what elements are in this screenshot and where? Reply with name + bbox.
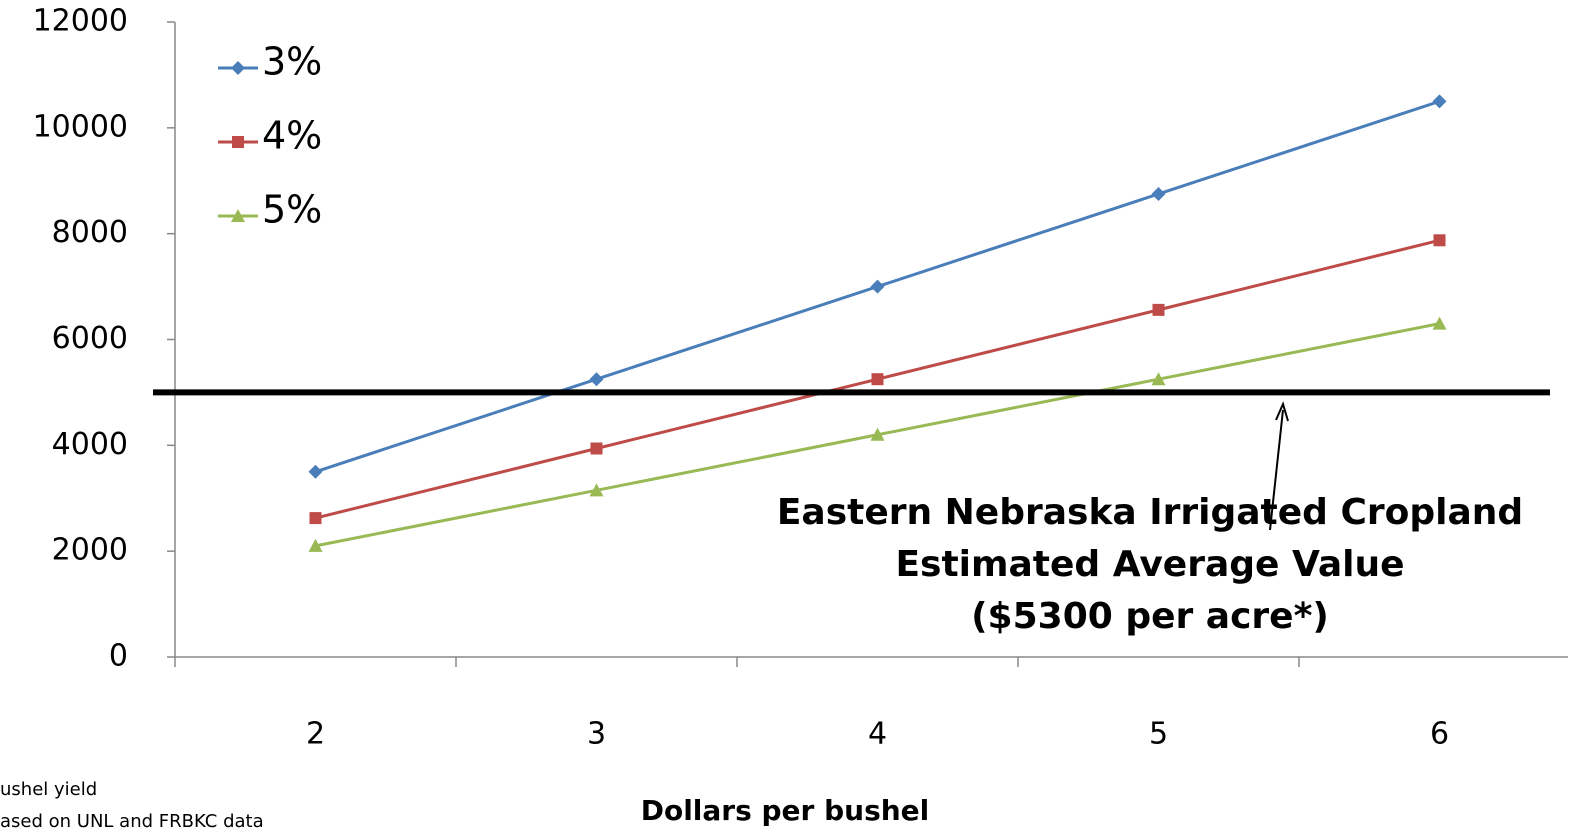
marker <box>1151 372 1166 386</box>
annotation: Eastern Nebraska Irrigated Cropland <box>777 492 1523 533</box>
marker <box>871 373 884 386</box>
legend-label: 5% <box>262 188 322 232</box>
marker <box>308 538 323 552</box>
arrow <box>1269 409 1284 531</box>
marker <box>231 209 245 222</box>
y-tick-label: 6000 <box>52 321 128 356</box>
x-axis-label: Dollars per bushel <box>641 794 930 827</box>
x-tick-label: 6 <box>1430 717 1449 752</box>
marker <box>232 136 244 148</box>
marker <box>1432 94 1447 109</box>
x-tick-label: 3 <box>587 717 606 752</box>
y-tick-label: 10000 <box>33 109 128 144</box>
marker <box>231 61 245 75</box>
marker <box>870 279 885 294</box>
marker <box>1432 316 1447 330</box>
marker <box>589 483 604 497</box>
legend-label: 4% <box>262 114 322 158</box>
annotation: ($5300 per acre*) <box>971 596 1329 637</box>
marker <box>870 427 885 441</box>
y-tick-label: 4000 <box>52 427 128 462</box>
y-tick-label: 2000 <box>52 533 128 568</box>
y-tick-label: 0 <box>109 639 128 674</box>
marker <box>590 442 603 455</box>
footnote: ased on UNL and FRBKC data <box>0 811 264 832</box>
legend-label: 3% <box>262 40 322 84</box>
marker <box>1152 303 1165 316</box>
y-tick-label: 12000 <box>33 4 128 39</box>
marker <box>308 464 323 479</box>
x-tick-label: 4 <box>868 717 887 752</box>
x-tick-label: 5 <box>1149 717 1168 752</box>
marker <box>1151 186 1166 201</box>
footnote: ushel yield <box>0 779 97 800</box>
marker <box>309 512 322 525</box>
x-tick-label: 2 <box>306 717 325 752</box>
marker <box>1433 234 1446 247</box>
arrow-head <box>1275 401 1289 422</box>
annotation: Estimated Average Value <box>895 544 1404 585</box>
marker <box>589 372 604 387</box>
y-tick-label: 8000 <box>52 215 128 250</box>
